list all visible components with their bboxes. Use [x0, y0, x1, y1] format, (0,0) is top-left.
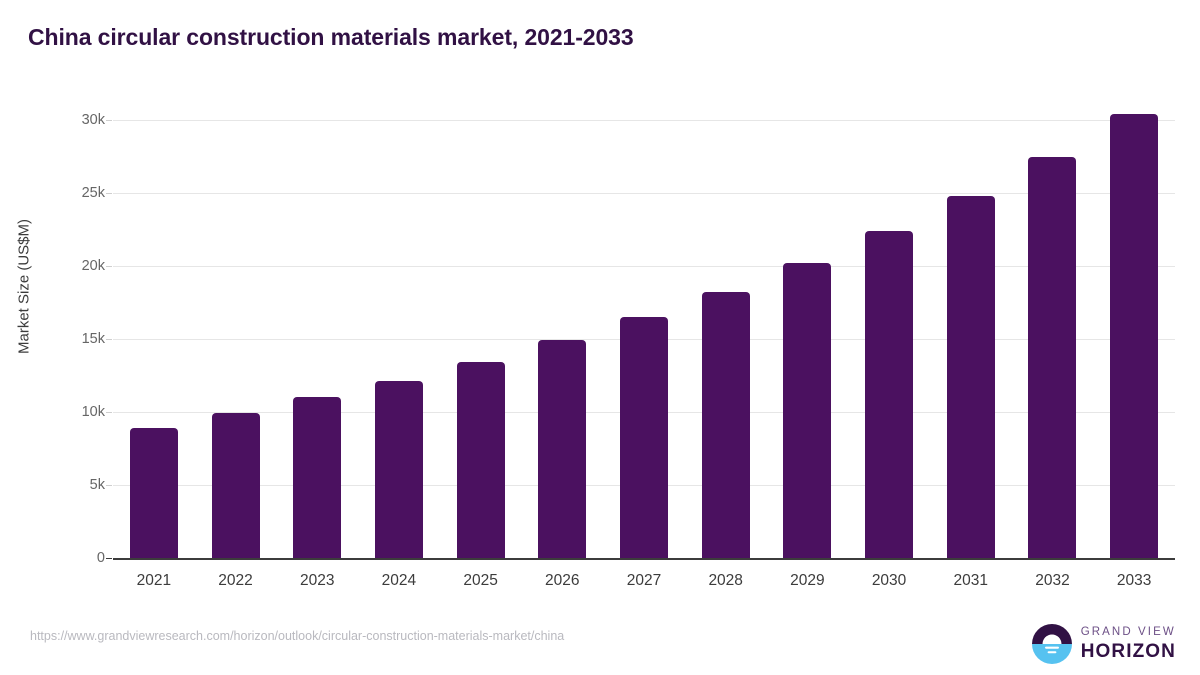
bar[interactable] — [620, 317, 668, 558]
x-axis-tick-label: 2022 — [218, 572, 253, 589]
y-axis-tick-label: 5k — [89, 477, 105, 493]
y-axis-tick-label: 15k — [81, 331, 105, 347]
y-axis-tick-label: 30k — [81, 112, 105, 128]
bar[interactable] — [946, 195, 995, 558]
bar[interactable] — [865, 230, 914, 558]
y-axis-tick — [106, 339, 112, 340]
gridline — [113, 193, 1175, 194]
horizon-sun-icon — [1031, 624, 1072, 664]
y-axis-title: Market Size (US$M) — [15, 218, 33, 355]
brand-logo[interactable]: GRAND VIEW HORIZON — [1031, 624, 1176, 664]
y-axis-tick — [106, 193, 112, 194]
x-axis-tick-label: 2028 — [708, 572, 743, 589]
x-axis-tick-label: 2026 — [545, 572, 580, 589]
x-axis-tick-label: 2027 — [626, 572, 662, 589]
y-axis-tick-label: 20k — [81, 258, 105, 274]
x-axis-tick-label: 2023 — [299, 572, 335, 589]
x-axis-tick-label: 2033 — [1116, 572, 1152, 589]
x-axis-tick-label: 2031 — [953, 572, 988, 589]
bar[interactable] — [1110, 114, 1159, 558]
bar[interactable] — [211, 413, 260, 558]
y-axis-tick-label: 0 — [96, 550, 105, 566]
x-axis-tick-label: 2032 — [1035, 572, 1070, 589]
x-axis-tick-label: 2025 — [463, 572, 498, 589]
x-axis-line — [113, 558, 1175, 560]
bar[interactable] — [129, 428, 178, 558]
y-axis-tick — [106, 266, 112, 267]
y-axis-tick — [106, 120, 112, 121]
y-axis-tick-label: 10k — [81, 404, 105, 420]
bar[interactable] — [1028, 157, 1077, 558]
bar[interactable] — [701, 291, 750, 558]
y-axis-tick — [106, 558, 112, 559]
gridline — [113, 266, 1175, 267]
logo-line-1: GRAND VIEW — [1080, 626, 1176, 639]
gridline — [113, 120, 1175, 121]
bar[interactable] — [538, 340, 587, 558]
x-axis-tick-label: 2029 — [790, 572, 825, 589]
page-title: China circular construction materials ma… — [28, 24, 634, 50]
bar[interactable] — [456, 361, 505, 558]
x-axis-tick-label: 2021 — [136, 572, 172, 589]
plot-area — [106, 114, 1175, 559]
y-axis-tick-labels: 0 5k 10k 15k 20k 25k 30k — [40, 0, 105, 675]
source-url[interactable]: https://www.grandviewresearch.com/horizo… — [30, 629, 565, 643]
x-axis-tick-label: 2024 — [381, 572, 417, 589]
logo-wordmark: GRAND VIEW HORIZON — [1081, 627, 1176, 661]
bar[interactable] — [783, 263, 832, 558]
bar[interactable] — [293, 397, 342, 558]
x-axis-tick-label: 2030 — [871, 572, 907, 589]
y-axis-tick — [106, 412, 112, 413]
y-axis-tick — [106, 485, 112, 486]
y-axis-tick-label: 25k — [81, 185, 105, 201]
bar[interactable] — [374, 380, 423, 558]
logo-line-2: HORIZON — [1080, 640, 1176, 662]
